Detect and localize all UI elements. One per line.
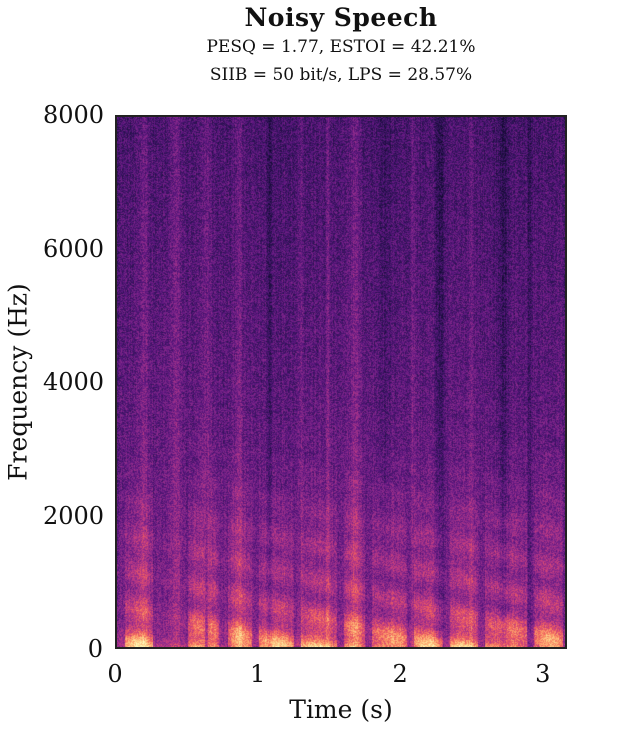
y-tick-label: 6000 [43, 234, 105, 263]
y-tick-label: 4000 [43, 368, 105, 396]
chart-subtitle-line-1: PESQ = 1.77, ESTOI = 42.21% [206, 37, 476, 57]
y-tick-label: 0 [87, 635, 103, 663]
x-axis-label: Time (s) [289, 695, 393, 724]
x-tick-label: 3 [535, 660, 551, 688]
spectrogram-plot-area [115, 115, 567, 649]
x-tick-label: 2 [392, 660, 408, 688]
y-axis-label: Frequency (Hz) [3, 283, 33, 481]
chart-subtitle-line-2: SIIB = 50 bit/s, LPS = 28.57% [209, 65, 473, 85]
x-tick-label: 0 [107, 660, 123, 688]
spectrogram-heatmap [117, 117, 565, 647]
x-tick-label: 1 [249, 660, 266, 688]
y-tick-label: 2000 [43, 501, 105, 530]
chart-title: Noisy Speech [244, 3, 438, 32]
y-tick-label: 8000 [43, 101, 105, 129]
